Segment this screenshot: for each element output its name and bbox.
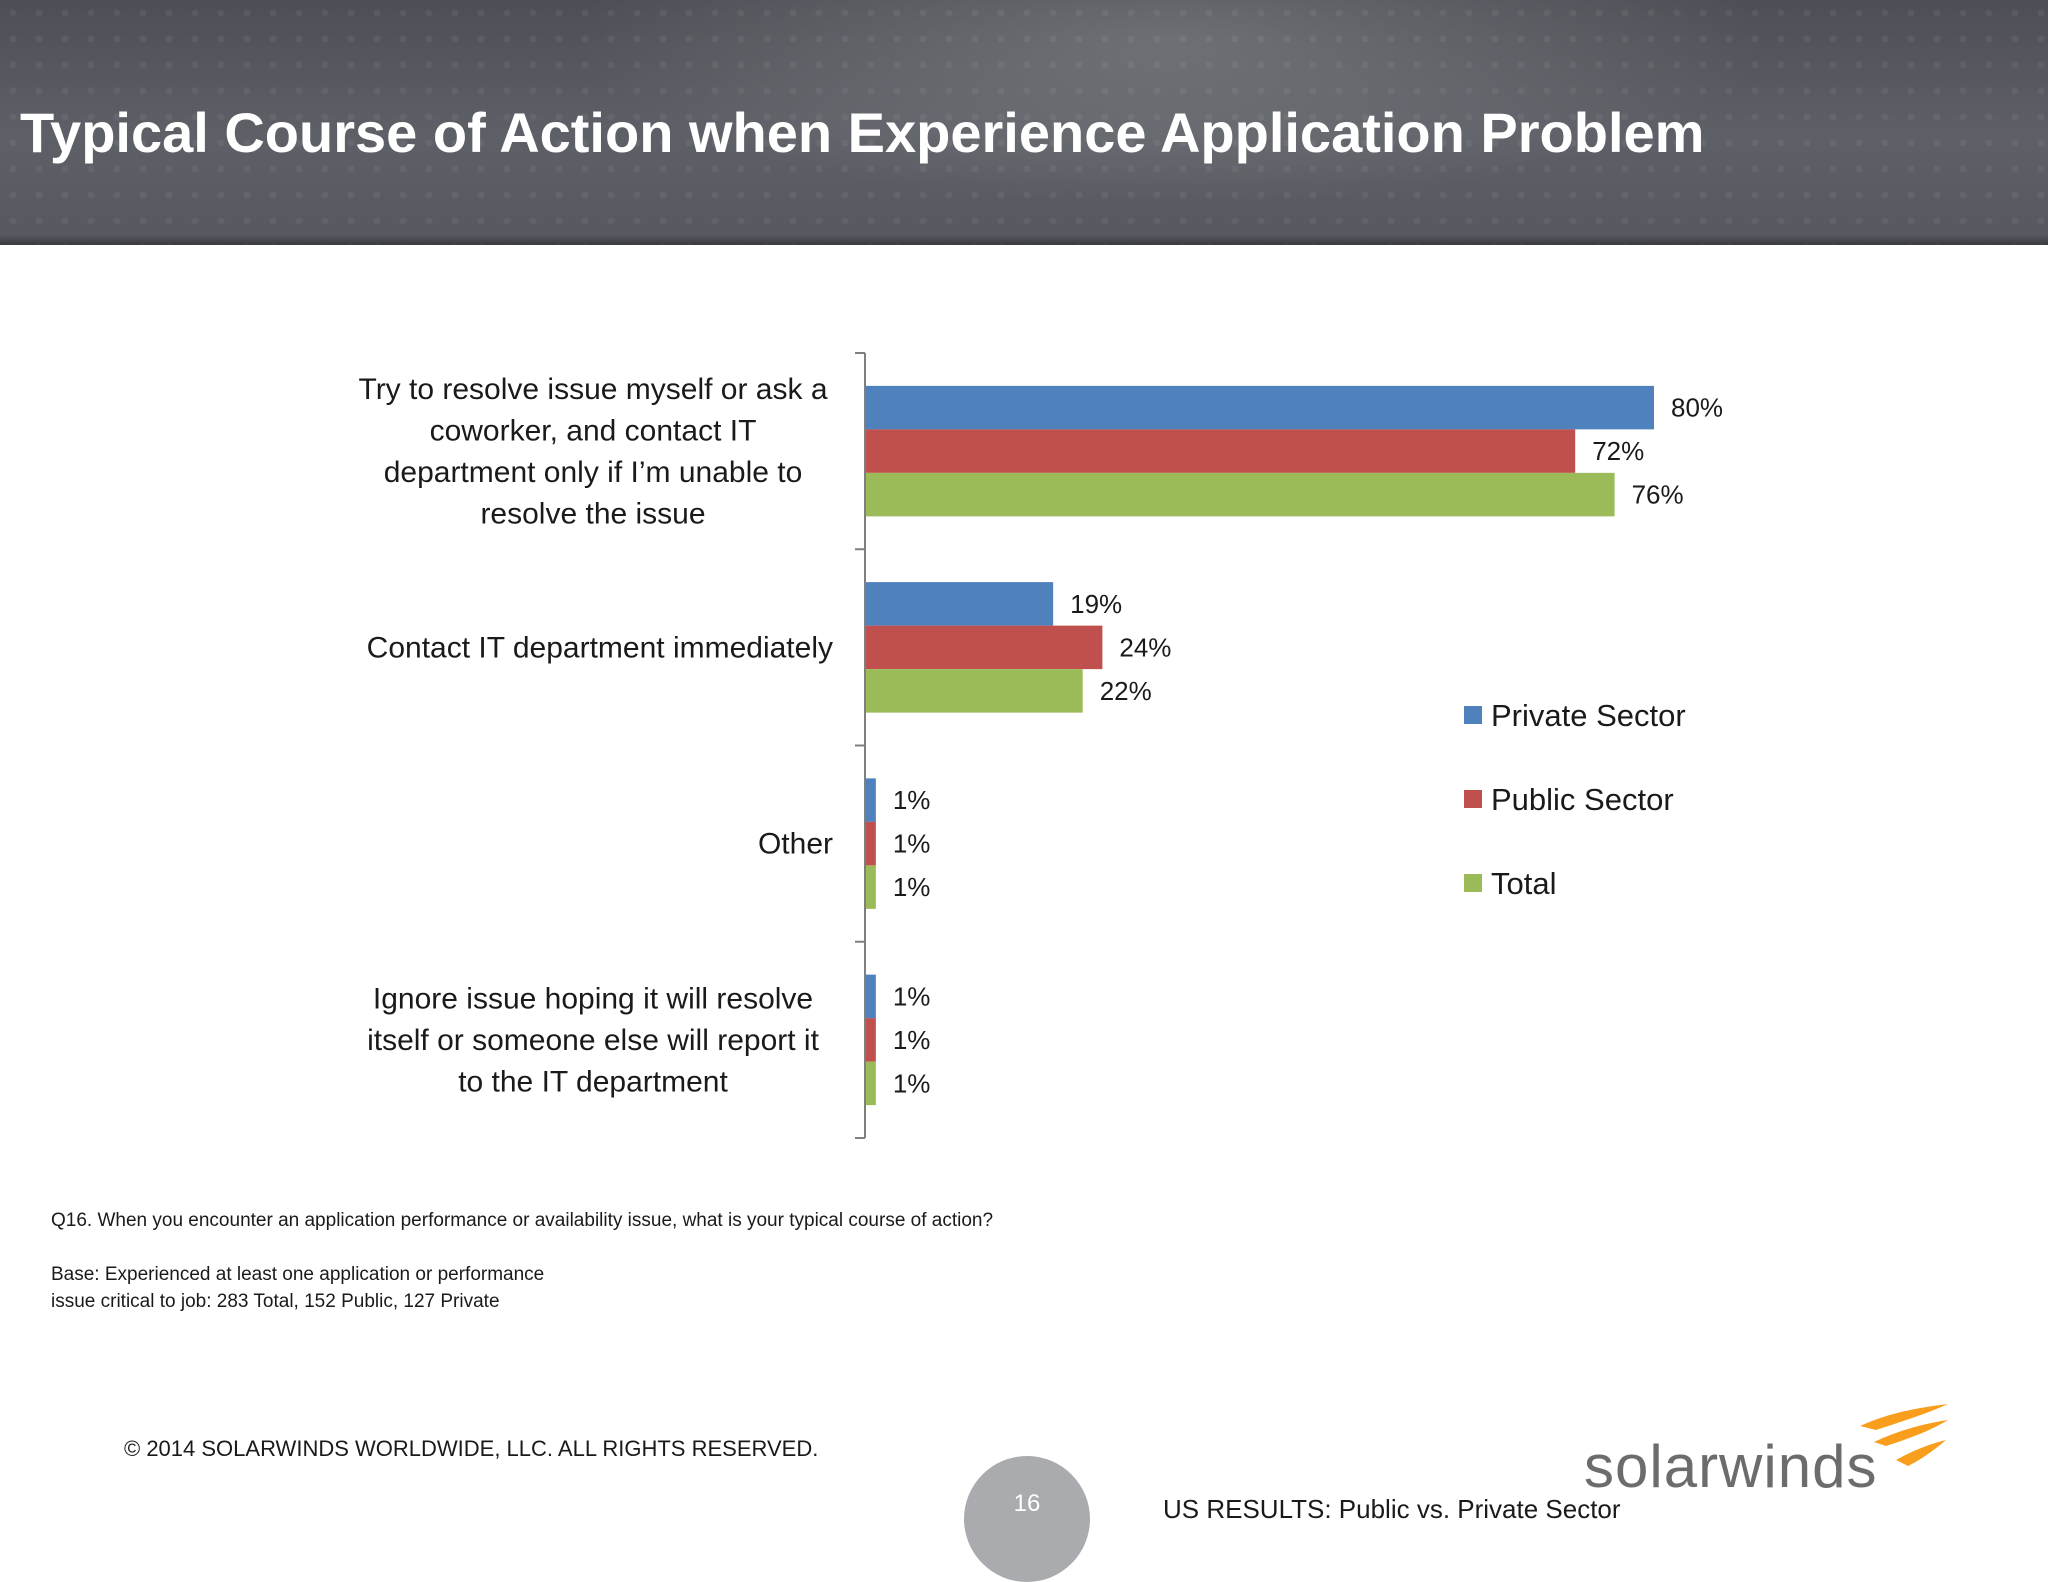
category-label: Try to resolve issue myself or ask a <box>358 373 827 406</box>
bar <box>866 1018 876 1062</box>
legend-swatch <box>1464 706 1482 724</box>
legend-swatch <box>1464 874 1482 892</box>
category-label: itself or someone else will report it <box>367 1024 820 1057</box>
data-label: 19% <box>1070 589 1122 619</box>
data-label: 72% <box>1592 436 1644 466</box>
question-note: Q16. When you encounter an application p… <box>51 1210 994 1231</box>
slide-title: Typical Course of Action when Experience… <box>20 101 1705 164</box>
data-label: 76% <box>1632 480 1684 510</box>
section-label: US RESULTS: Public vs. Private Sector <box>1163 1494 1621 1524</box>
bar <box>866 669 1083 713</box>
data-label: 1% <box>893 981 931 1011</box>
header-shadow <box>0 235 2048 245</box>
category-label: Contact IT department immediately <box>367 631 833 664</box>
category-label: Other <box>758 828 833 861</box>
solarwinds-flame-icon <box>1860 1404 1948 1466</box>
data-label: 1% <box>893 1025 931 1055</box>
page-number: 16 <box>1013 1490 1041 1517</box>
page-number-badge <box>964 1456 1090 1582</box>
category-label: resolve the issue <box>480 497 705 530</box>
legend-swatch <box>1464 790 1482 808</box>
copyright-text: © 2014 SOLARWINDS WORLDWIDE, LLC. ALL RI… <box>124 1436 819 1461</box>
bar <box>866 974 876 1019</box>
bar <box>866 472 1615 517</box>
bar <box>866 778 876 822</box>
data-label: 22% <box>1100 676 1152 706</box>
data-label: 80% <box>1671 393 1723 423</box>
data-label: 1% <box>893 1068 931 1098</box>
category-label: to the IT department <box>458 1065 728 1098</box>
slide-header: Typical Course of Action when Experience… <box>0 0 2048 245</box>
header-sheen <box>520 0 1820 220</box>
solarwinds-logo-text: solarwinds <box>1584 1433 1878 1500</box>
category-label: Ignore issue hoping it will resolve <box>373 982 813 1015</box>
data-label: 1% <box>893 829 931 859</box>
data-label: 24% <box>1119 632 1171 662</box>
bar <box>866 385 1654 430</box>
data-label: 1% <box>893 872 931 902</box>
legend-label: Private Sector <box>1491 698 1686 733</box>
category-label: department only if I’m unable to <box>384 456 803 489</box>
bar <box>866 865 876 909</box>
data-label: 1% <box>893 785 931 815</box>
bar <box>866 582 1054 626</box>
bar <box>866 625 1103 670</box>
bar <box>866 821 876 866</box>
legend-label: Public Sector <box>1491 782 1674 817</box>
category-label: coworker, and contact IT <box>430 414 757 447</box>
base-note-line-2: issue critical to job: 283 Total, 152 Pu… <box>51 1291 500 1312</box>
header-texture <box>0 0 2048 245</box>
base-note-line-1: Base: Experienced at least one applicati… <box>51 1264 545 1285</box>
bar-chart: Try to resolve issue myself or ask a cowo… <box>358 352 1723 1139</box>
bar <box>866 429 1576 473</box>
legend-label: Total <box>1491 866 1556 901</box>
bar <box>866 1061 876 1106</box>
